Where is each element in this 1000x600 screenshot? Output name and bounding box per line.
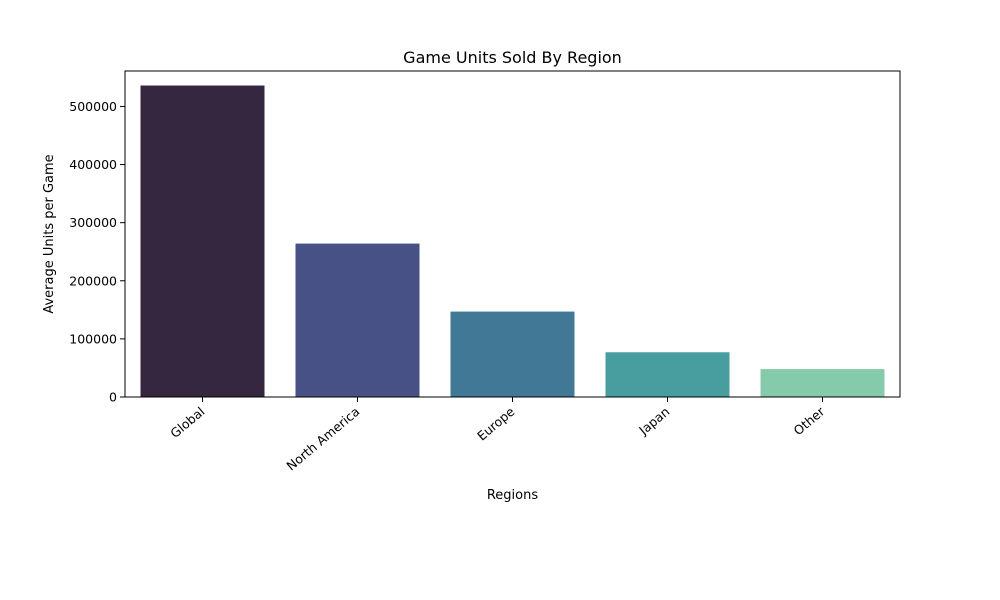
y-tick-label: 400000 (69, 157, 117, 172)
y-tick-label: 0 (109, 390, 117, 405)
bar-north-america (295, 243, 420, 397)
x-tick-label: Global (167, 404, 207, 441)
bar-other (760, 369, 885, 397)
bars-layer (140, 85, 885, 398)
x-tick-label: North America (283, 404, 362, 474)
x-tick-label: Other (791, 403, 828, 438)
y-tick-label: 200000 (69, 273, 117, 288)
y-axis-label: Average Units per Game (42, 154, 57, 313)
x-axis-label: Regions (487, 488, 539, 503)
x-tick-label: Europe (474, 404, 518, 444)
x-tick-label: Japan (635, 404, 672, 439)
chart-title: Game Units Sold By Region (403, 48, 622, 67)
bar-japan (605, 352, 730, 397)
x-axis: Global North America Europe Japan Other (167, 397, 828, 473)
bar-global (140, 85, 265, 398)
y-tick-label: 300000 (69, 215, 117, 230)
y-axis: 0 100000 200000 300000 400000 500000 (69, 99, 125, 405)
y-tick-label: 100000 (69, 331, 117, 346)
bar-europe (450, 311, 575, 397)
y-tick-label: 500000 (69, 99, 117, 114)
